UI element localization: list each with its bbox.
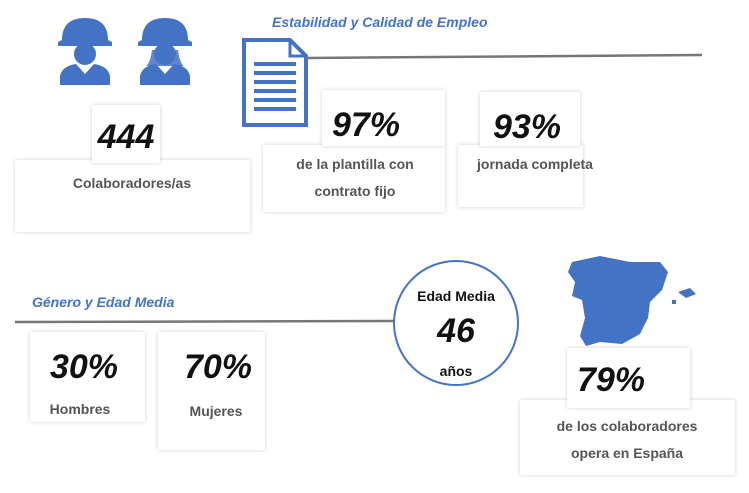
section-title: Género y Edad Media [32, 294, 175, 310]
label-line: contrato fijo [314, 183, 396, 199]
card [480, 92, 580, 146]
spain-map [568, 256, 696, 346]
age-circle [393, 260, 519, 386]
stat-label: Colaboradores/as [72, 175, 192, 191]
stat-value: 444 [97, 118, 155, 156]
label-line: jornada completa [477, 156, 593, 172]
label-line: de los colaboradores [556, 418, 698, 434]
card [92, 105, 160, 163]
age-value: 46 [437, 312, 475, 350]
divider [14, 319, 397, 324]
stat-label: jornada completa [477, 151, 593, 178]
stat-value: 79% [576, 361, 646, 399]
stat-label: de la plantilla con contrato fijo [296, 151, 413, 205]
worker-icon [138, 18, 192, 85]
card [15, 160, 250, 232]
age-unit: años [439, 363, 473, 379]
section-title: Estabilidad y Calidad de Empleo [272, 14, 488, 30]
worker-icon [58, 18, 112, 85]
stat-value: 97% [331, 106, 401, 144]
label-line: opera en España [570, 445, 684, 461]
card [30, 332, 145, 422]
label-line: de la plantilla con [296, 156, 414, 172]
card [458, 145, 583, 207]
document-icon [242, 38, 308, 127]
card [322, 90, 445, 146]
stat-value: 70% [183, 348, 253, 386]
stat-value: 93% [492, 108, 562, 146]
card [567, 348, 690, 408]
stat-label: de los colaboradores opera en España [557, 413, 698, 467]
card [263, 145, 445, 212]
stat-label: Hombres [49, 401, 111, 417]
stat-label: Mujeres [189, 403, 243, 419]
card [158, 332, 265, 450]
stat-value: 30% [49, 348, 119, 386]
divider [305, 53, 703, 60]
age-title: Edad Media [417, 288, 495, 304]
card [520, 400, 735, 475]
